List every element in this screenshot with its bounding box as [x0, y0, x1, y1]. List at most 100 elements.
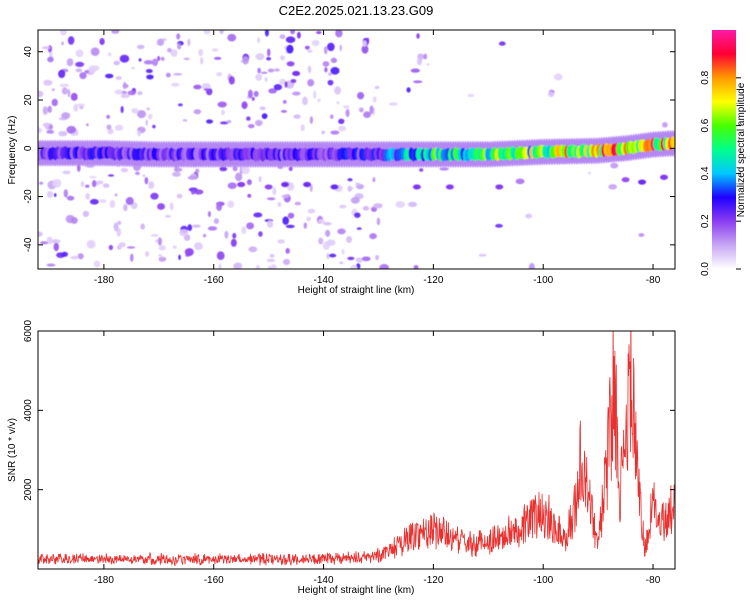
x-tick-label: -80 [646, 575, 661, 586]
y-tick-label: 20 [23, 94, 34, 106]
spectrogram-cell [88, 175, 97, 179]
spectrogram-cell [66, 125, 77, 134]
colorbar-tick-label: 0.0 [700, 262, 711, 276]
spectrogram-cell [347, 178, 353, 182]
spectrogram-cell [267, 68, 275, 73]
spectrogram-cell [126, 246, 136, 249]
spectrogram-cell [200, 57, 204, 65]
spectrogram-cell [323, 222, 332, 226]
spectrogram-cell [99, 37, 105, 46]
spectrogram-cell [330, 57, 338, 63]
x-tick-label: -140 [314, 575, 334, 586]
spectrogram-cell [108, 244, 114, 251]
spectrogram-cell [67, 36, 75, 45]
spectrogram-cell [113, 60, 121, 66]
spectrogram-cell [120, 105, 124, 114]
spectrogram-cell [416, 57, 423, 66]
spectrogram-cell [621, 177, 630, 183]
spectrogram-cell [89, 198, 99, 205]
spectrogram-frame [37, 29, 676, 270]
spectrogram-cell [201, 83, 211, 91]
spectrogram-cell [266, 220, 274, 228]
spectrogram-cell [339, 261, 344, 265]
spectrogram-cell [370, 206, 377, 212]
spectrogram-cell [63, 189, 68, 198]
spectrogram-cell [221, 109, 225, 116]
spectrogram-cell [227, 182, 237, 189]
spectrogram-cell [47, 45, 53, 53]
spectrogram-cell [337, 228, 346, 235]
y-tick-label: 40 [23, 46, 34, 58]
spectrogram-cell [281, 181, 290, 188]
spectrogram-cell [90, 47, 100, 57]
spectrogram-cell [307, 65, 312, 74]
spectrogram-cell [140, 223, 146, 230]
y-tick-label: 4000 [23, 399, 34, 422]
spectrogram-cell [177, 103, 183, 107]
spectrogram-cell [253, 212, 263, 218]
spectrogram-cell [395, 201, 406, 208]
spectrogram-cell [660, 174, 669, 180]
y-tick-label: 2000 [23, 478, 34, 501]
spectrogram-cell [198, 48, 204, 57]
spectrogram-cell [193, 109, 202, 115]
spectrogram-cell [445, 184, 454, 190]
spectrogram-cell [304, 45, 310, 50]
spectrogram-cell [73, 103, 78, 112]
spectrogram-cell [113, 222, 119, 232]
spectrogram-axes: -180 -160 -140 -120 -100 -80 -40 -20 0 20 40 [23, 30, 675, 286]
colorbar-tick-label: 0.8 [700, 70, 711, 84]
spectrogram-cell [246, 179, 252, 186]
spectrogram-cell [216, 202, 223, 212]
spectrogram-cell [323, 46, 328, 55]
spectrogram-cell [39, 181, 44, 185]
spectrogram-cell [309, 116, 314, 125]
spectrogram-cell [290, 30, 296, 35]
spectrogram-cell [362, 40, 367, 47]
spectrogram-cell [47, 56, 54, 63]
spectrogram-cell [192, 224, 201, 228]
ridge-cell [670, 136, 675, 149]
y-tick-label: 6000 [23, 319, 34, 342]
x-tick-label: -100 [533, 575, 553, 586]
spectrogram-cell [148, 181, 155, 189]
spectrogram-cell [42, 106, 48, 115]
spectrogram-cell [372, 96, 377, 103]
spectrogram-cell [70, 255, 79, 260]
y-tick-label: -40 [23, 237, 34, 252]
spectrogram-cell [309, 184, 313, 193]
spectrogram-cell [282, 216, 290, 225]
spectrogram-cell [47, 105, 52, 113]
spectrogram-cell [356, 91, 365, 100]
spectrogram-cell [106, 124, 112, 130]
spectrogram-cell [251, 96, 255, 101]
spectrogram-cell [42, 46, 51, 50]
spectrogram-cell [61, 112, 71, 119]
spectrogram-cell [273, 83, 283, 91]
spectrogram-cell [169, 202, 174, 211]
spectrogram-cell [46, 236, 53, 245]
spectrogram-cell [218, 263, 222, 269]
spectrogram-cell [412, 184, 421, 190]
spectrogram-cell [80, 181, 85, 188]
spectrogram-cell [148, 113, 153, 120]
spectrogram-cell [187, 175, 198, 180]
spectrogram-cell [38, 90, 44, 98]
snr-panel: -180 -160 -140 -120 -100 -80 2000 4000 6000 Heig… [7, 319, 676, 596]
spectrogram-cell [318, 237, 324, 245]
spectrogram-cell [117, 220, 122, 225]
spectrogram-cell [220, 121, 229, 125]
spectrogram-cell [247, 123, 255, 129]
spectrogram-cell [144, 176, 149, 185]
spectrogram-cell [260, 71, 268, 75]
spectrogram-cell [266, 197, 276, 201]
spectrogram-cell [150, 192, 159, 200]
spectrogram-cell [419, 168, 424, 172]
spectrogram-cell [638, 179, 647, 185]
spectrogram-cell [160, 56, 165, 61]
spectrogram-cell [109, 200, 116, 209]
spectrogram-cell [268, 265, 271, 269]
spectrogram-cell [280, 55, 285, 61]
spectrogram-cell [171, 82, 180, 87]
spectrogram-cell [410, 68, 420, 73]
